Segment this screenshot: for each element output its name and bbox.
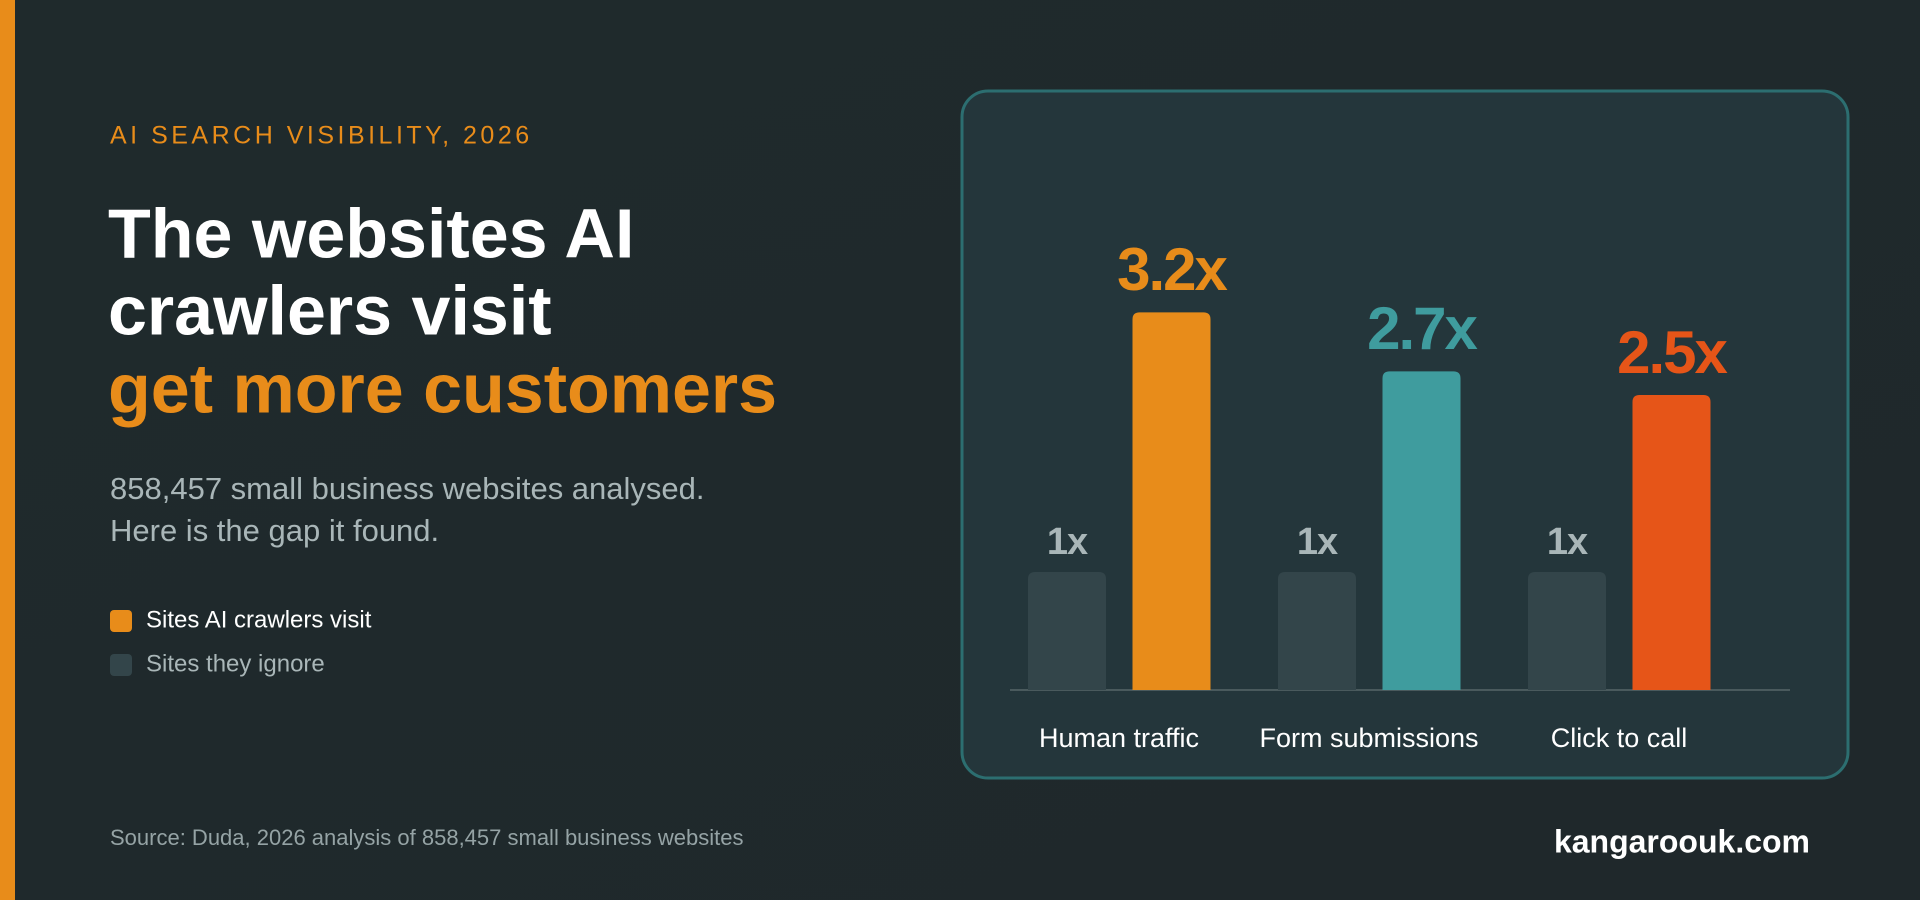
headline: The websites AI bbox=[108, 194, 634, 272]
subtitle: Here is the gap it found. bbox=[110, 513, 439, 548]
legend-label: Sites AI crawlers visit bbox=[146, 606, 372, 633]
subtitle: 858,457 small business websites analysed… bbox=[110, 471, 705, 506]
legend-label: Sites they ignore bbox=[146, 650, 325, 677]
x-tick-label: Human traffic bbox=[1039, 723, 1199, 753]
legend-swatch bbox=[110, 610, 132, 632]
accent-stripe bbox=[0, 0, 15, 900]
value-label: 2.5x bbox=[1617, 319, 1727, 386]
value-label: 3.2x bbox=[1117, 236, 1227, 303]
bar bbox=[1028, 572, 1106, 690]
legend-swatch bbox=[110, 654, 132, 676]
value-label: 1x bbox=[1047, 521, 1088, 563]
x-tick-label: Click to call bbox=[1551, 723, 1688, 753]
headline-highlight: get more customers bbox=[108, 349, 777, 427]
source: Source: Duda, 2026 analysis of 858,457 s… bbox=[110, 825, 743, 850]
bar bbox=[1528, 572, 1606, 690]
kicker: AI SEARCH VISIBILITY, 2026 bbox=[110, 122, 533, 150]
value-label: 1x bbox=[1297, 521, 1338, 563]
brand: kangaroouk.com bbox=[1554, 823, 1810, 859]
value-label: 1x bbox=[1547, 521, 1588, 563]
bar bbox=[1132, 312, 1211, 690]
value-label: 2.7x bbox=[1367, 295, 1477, 362]
headline: crawlers visit bbox=[108, 271, 552, 349]
chart: Human traffic 1x 3.2x Form submissions 1x 2.7… bbox=[1028, 236, 1730, 753]
bar bbox=[1382, 371, 1461, 690]
bar bbox=[1278, 572, 1356, 690]
bar bbox=[1632, 395, 1711, 690]
x-tick-label: Form submissions bbox=[1259, 723, 1478, 753]
